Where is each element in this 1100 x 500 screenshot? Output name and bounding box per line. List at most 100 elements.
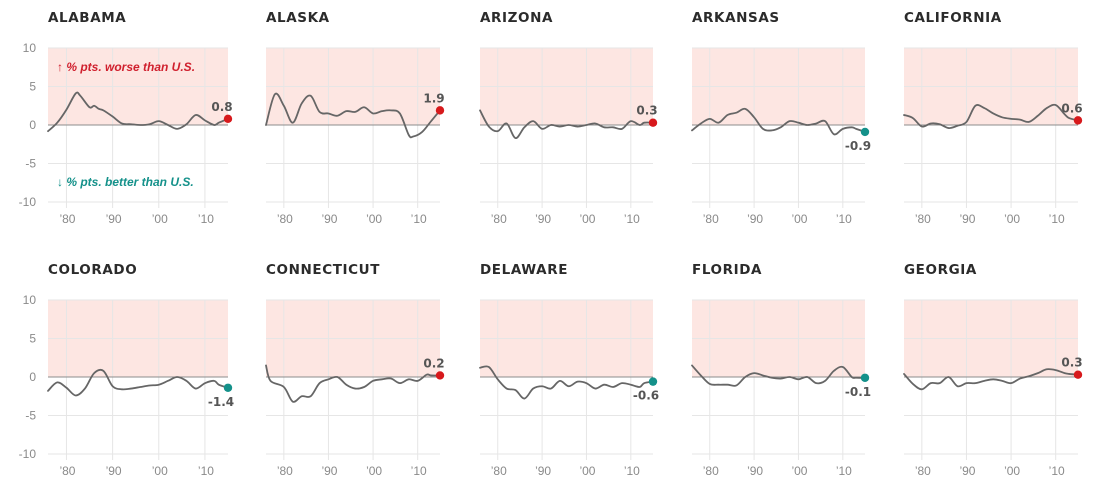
x-tick-label: ’10: [624, 464, 640, 478]
x-tick-label: ’00: [152, 464, 168, 478]
x-tick-label: ’90: [106, 212, 122, 226]
series-line: [903, 103, 1079, 129]
series-line: [479, 109, 654, 139]
end-point-marker: [223, 114, 233, 124]
y-tick-label: -10: [19, 195, 37, 209]
end-value-label: 0.8: [211, 100, 232, 114]
x-tick-label: ’80: [703, 464, 719, 478]
x-tick-label: ’80: [491, 212, 507, 226]
panel-colorado: COLORADO ’80 ’90 ’00 ’10 10 5 0 -5 -10 -1.4: [19, 262, 234, 478]
x-tick-label: ’00: [791, 212, 807, 226]
x-tick-label: ’10: [1049, 212, 1065, 226]
panel-california: CALIFORNIA ’80 ’90 ’00 ’10 0.6: [903, 10, 1083, 226]
x-tick-label: ’00: [579, 212, 595, 226]
end-point-marker: [648, 118, 658, 127]
x-tick-label: ’80: [277, 464, 293, 478]
series-line: [479, 365, 654, 400]
x-tick-label: ’80: [59, 212, 75, 226]
end-point-marker: [435, 371, 445, 380]
panel-title: CALIFORNIA: [904, 10, 1002, 26]
end-point-marker: [1073, 370, 1083, 379]
panel-title: COLORADO: [48, 262, 137, 278]
end-value-label: -0.1: [845, 385, 871, 399]
x-tick-label: ’80: [915, 464, 931, 478]
panel-title: FLORIDA: [692, 262, 762, 278]
x-tick-label: ’00: [1004, 464, 1020, 478]
panel-alabama: ALABAMA ’80 ’90 ’00 ’10 10 5 0 -5 -10 0.8 ↑ % pts. …: [19, 10, 233, 226]
end-point-marker: [223, 383, 233, 392]
series-line: [47, 368, 229, 397]
end-point-marker: [1073, 116, 1083, 125]
x-tick-label: ’10: [836, 464, 852, 478]
end-value-label: 0.2: [423, 356, 444, 370]
panel-title: ALABAMA: [48, 10, 126, 26]
x-tick-label: ’10: [411, 212, 427, 226]
panel-georgia: GEORGIA ’80 ’90 ’00 ’10 0.3: [903, 262, 1083, 478]
panel-florida: FLORIDA ’80 ’90 ’00 ’10 -0.1: [691, 262, 871, 478]
x-tick-label: ’00: [366, 212, 382, 226]
series-line: [691, 364, 866, 387]
end-point-marker: [860, 127, 870, 137]
worse-annotation: ↑ % pts. worse than U.S.: [57, 60, 195, 74]
x-tick-label: ’00: [579, 464, 595, 478]
panel-title: GEORGIA: [904, 262, 977, 278]
x-tick-label: ’90: [321, 464, 337, 478]
better-annotation: ↓ % pts. better than U.S.: [57, 175, 194, 189]
x-tick-label: ’10: [198, 464, 214, 478]
end-value-label: -0.6: [633, 389, 659, 403]
end-value-label: -0.9: [845, 139, 871, 153]
x-tick-label: ’80: [277, 212, 293, 226]
x-tick-label: ’90: [959, 464, 975, 478]
panel-title: CONNECTICUT: [266, 262, 380, 278]
x-tick-label: ’10: [836, 212, 852, 226]
end-point-marker: [435, 106, 445, 115]
x-tick-label: ’00: [152, 212, 168, 226]
y-tick-label: 0: [29, 118, 36, 132]
x-tick-label: ’10: [411, 464, 427, 478]
series-line: [265, 364, 441, 403]
y-tick-label: 0: [29, 370, 36, 384]
panel-delaware: DELAWARE ’80 ’90 ’00 ’10 -0.6: [479, 262, 659, 478]
x-tick-label: ’10: [1049, 464, 1065, 478]
x-tick-label: ’90: [106, 464, 122, 478]
x-tick-label: ’80: [491, 464, 507, 478]
x-tick-label: ’10: [198, 212, 214, 226]
y-tick-label: 5: [29, 332, 36, 346]
x-tick-label: ’90: [535, 464, 551, 478]
end-value-label: -1.4: [208, 395, 234, 409]
series-line: [903, 368, 1079, 391]
x-tick-label: ’90: [535, 212, 551, 226]
series-line: [691, 107, 866, 136]
end-value-label: 0.3: [1061, 356, 1082, 370]
end-point-marker: [860, 373, 870, 382]
panel-title: DELAWARE: [480, 262, 568, 278]
x-tick-label: ’00: [1004, 212, 1020, 226]
y-tick-label: -5: [25, 409, 36, 423]
x-tick-label: ’80: [59, 464, 75, 478]
panel-title: ARKANSAS: [692, 10, 780, 26]
series-line: [47, 91, 229, 133]
y-tick-label: 10: [23, 41, 37, 55]
y-tick-label: -10: [19, 447, 37, 461]
panel-title: ALASKA: [266, 10, 330, 26]
end-value-label: 0.3: [636, 104, 657, 118]
x-tick-label: ’10: [624, 212, 640, 226]
x-tick-label: ’00: [791, 464, 807, 478]
panel-title: ARIZONA: [480, 10, 553, 26]
series-line: [265, 92, 441, 139]
x-tick-label: ’80: [703, 212, 719, 226]
panel-arkansas: ARKANSAS ’80 ’90 ’00 ’10 -0.9: [691, 10, 871, 226]
x-tick-label: ’90: [747, 464, 763, 478]
y-tick-label: 10: [23, 293, 37, 307]
x-tick-label: ’00: [366, 464, 382, 478]
x-tick-label: ’90: [747, 212, 763, 226]
x-tick-label: ’90: [321, 212, 337, 226]
x-tick-label: ’80: [915, 212, 931, 226]
end-point-marker: [648, 377, 658, 386]
panel-connecticut: CONNECTICUT ’80 ’90 ’00 ’10 0.2: [265, 262, 445, 478]
y-tick-label: -5: [25, 157, 36, 171]
end-value-label: 1.9: [423, 91, 444, 105]
y-tick-label: 5: [29, 80, 36, 94]
x-tick-label: ’90: [959, 212, 975, 226]
